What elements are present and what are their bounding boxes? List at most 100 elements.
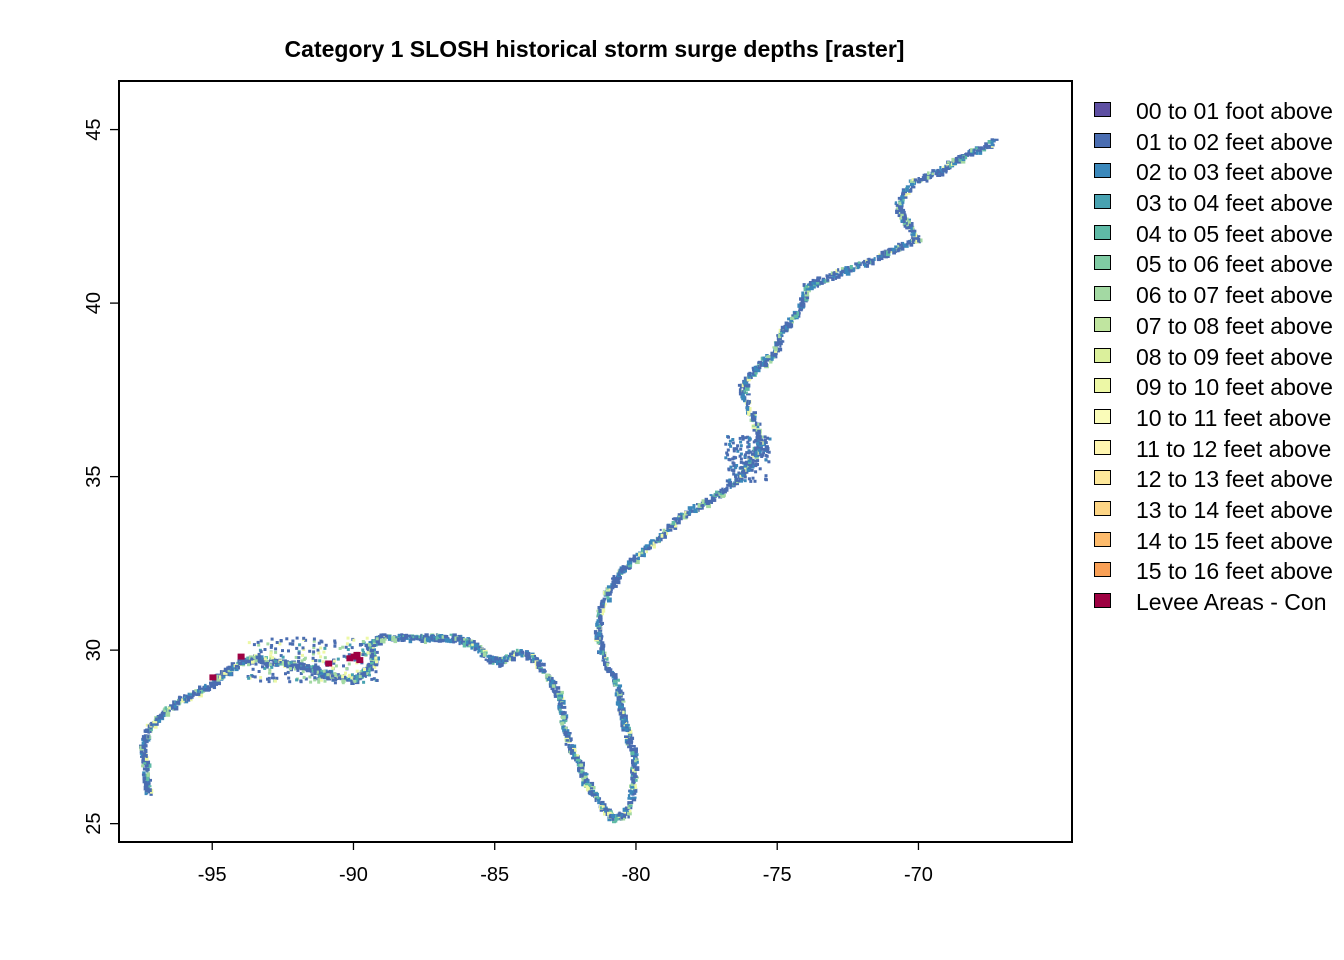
surge-cell [748, 437, 752, 441]
surge-cell [760, 455, 764, 458]
surge-cell [816, 282, 820, 285]
surge-cell [307, 665, 312, 669]
legend-label: 07 to 08 feet above [1136, 312, 1333, 339]
surge-cell [634, 757, 637, 763]
surge-cell [583, 779, 588, 784]
legend-swatch [1094, 347, 1111, 363]
surge-cell [612, 680, 617, 684]
surge-cell [617, 687, 620, 690]
surge-cell [754, 464, 758, 468]
surge-cell [912, 232, 916, 237]
surge-cell [427, 636, 430, 639]
surge-cell [987, 144, 991, 147]
surge-cell [560, 723, 565, 726]
surge-cell [486, 660, 490, 663]
surge-cell [666, 529, 670, 533]
surge-cell [679, 517, 683, 520]
surge-cell [308, 649, 312, 653]
surge-cell [902, 243, 907, 247]
surge-cell [721, 489, 725, 495]
surge-cell [622, 566, 627, 570]
surge-cell [292, 663, 296, 667]
surge-cell [832, 272, 835, 276]
surge-cell [388, 634, 392, 640]
surge-cell [247, 676, 251, 680]
surge-cell [915, 238, 919, 244]
surge-cell [714, 493, 720, 496]
surge-cell [613, 584, 618, 588]
surge-cell [531, 655, 536, 658]
legend-swatch [1094, 286, 1111, 302]
surge-cell [596, 632, 602, 637]
surge-cell [344, 677, 350, 681]
levee-area [237, 653, 245, 660]
surge-cell [178, 695, 181, 699]
surge-cell [520, 653, 524, 658]
surge-cell [144, 744, 148, 748]
surge-cell [323, 679, 327, 683]
surge-cell [587, 787, 590, 792]
surge-cell [374, 670, 378, 674]
surge-cell [937, 170, 941, 174]
surge-cell [252, 643, 256, 647]
surge-cell [731, 457, 735, 461]
surge-cell [348, 643, 352, 647]
surge-cell [835, 269, 839, 273]
surge-cell [362, 680, 366, 684]
surge-cell [677, 519, 681, 525]
surge-cell [361, 653, 365, 657]
legend-swatch [1094, 163, 1111, 179]
surge-cell [648, 541, 654, 545]
surge-cell [599, 802, 603, 806]
surge-cell [520, 650, 525, 654]
surge-cell [250, 657, 254, 661]
surge-cell [350, 646, 354, 650]
surge-cell [424, 636, 427, 642]
surge-cell [965, 152, 968, 156]
surge-cell [316, 648, 320, 652]
surge-cell [923, 173, 929, 177]
surge-cell [599, 652, 602, 655]
surge-cell [318, 659, 322, 663]
surge-cell [497, 658, 501, 661]
surge-cell [298, 666, 303, 669]
surge-cell [743, 464, 747, 468]
surge-cell [742, 461, 746, 465]
surge-cell [311, 668, 315, 672]
surge-cell [502, 658, 506, 662]
surge-cell [754, 455, 759, 460]
surge-cell [667, 524, 671, 527]
surge-cell [149, 793, 153, 796]
surge-cell [149, 788, 152, 793]
surge-cell [305, 664, 311, 667]
x-tick-label: -95 [198, 864, 227, 886]
surge-cell [466, 640, 469, 645]
surge-cell [913, 178, 918, 182]
legend-label: 13 to 14 feet above [1136, 496, 1333, 523]
surge-cell [270, 637, 274, 641]
surge-cell [597, 650, 603, 654]
surge-cell [361, 640, 365, 643]
surge-cell [257, 643, 261, 647]
surge-cell [212, 682, 215, 686]
surge-cell [334, 664, 338, 668]
surge-cell [726, 483, 731, 487]
surge-cell [618, 707, 622, 711]
surge-cell [902, 216, 907, 220]
surge-cell [967, 151, 971, 156]
surge-cell [403, 637, 409, 640]
surge-cell [266, 677, 269, 681]
surge-cell [941, 168, 947, 172]
surge-cell [787, 323, 790, 329]
surge-cell [209, 681, 213, 685]
surge-cell [553, 681, 558, 685]
surge-cell [558, 702, 562, 707]
surge-cell [379, 641, 383, 646]
surge-cell [482, 655, 486, 658]
surge-cell [621, 720, 625, 725]
surge-cell [746, 440, 750, 444]
surge-cell [142, 752, 147, 757]
surge-cell [583, 784, 589, 787]
surge-cell [561, 699, 566, 705]
levee-area [346, 655, 354, 662]
